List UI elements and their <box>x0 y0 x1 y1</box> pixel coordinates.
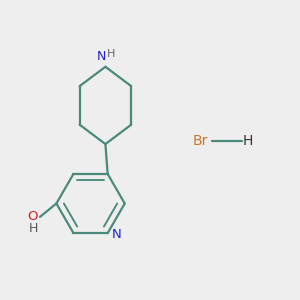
Text: H: H <box>243 134 253 148</box>
Text: H: H <box>28 222 38 235</box>
Text: O: O <box>27 210 38 224</box>
Text: N: N <box>97 50 106 63</box>
Text: N: N <box>112 228 122 241</box>
Text: Br: Br <box>193 134 208 148</box>
Text: H: H <box>106 49 115 59</box>
